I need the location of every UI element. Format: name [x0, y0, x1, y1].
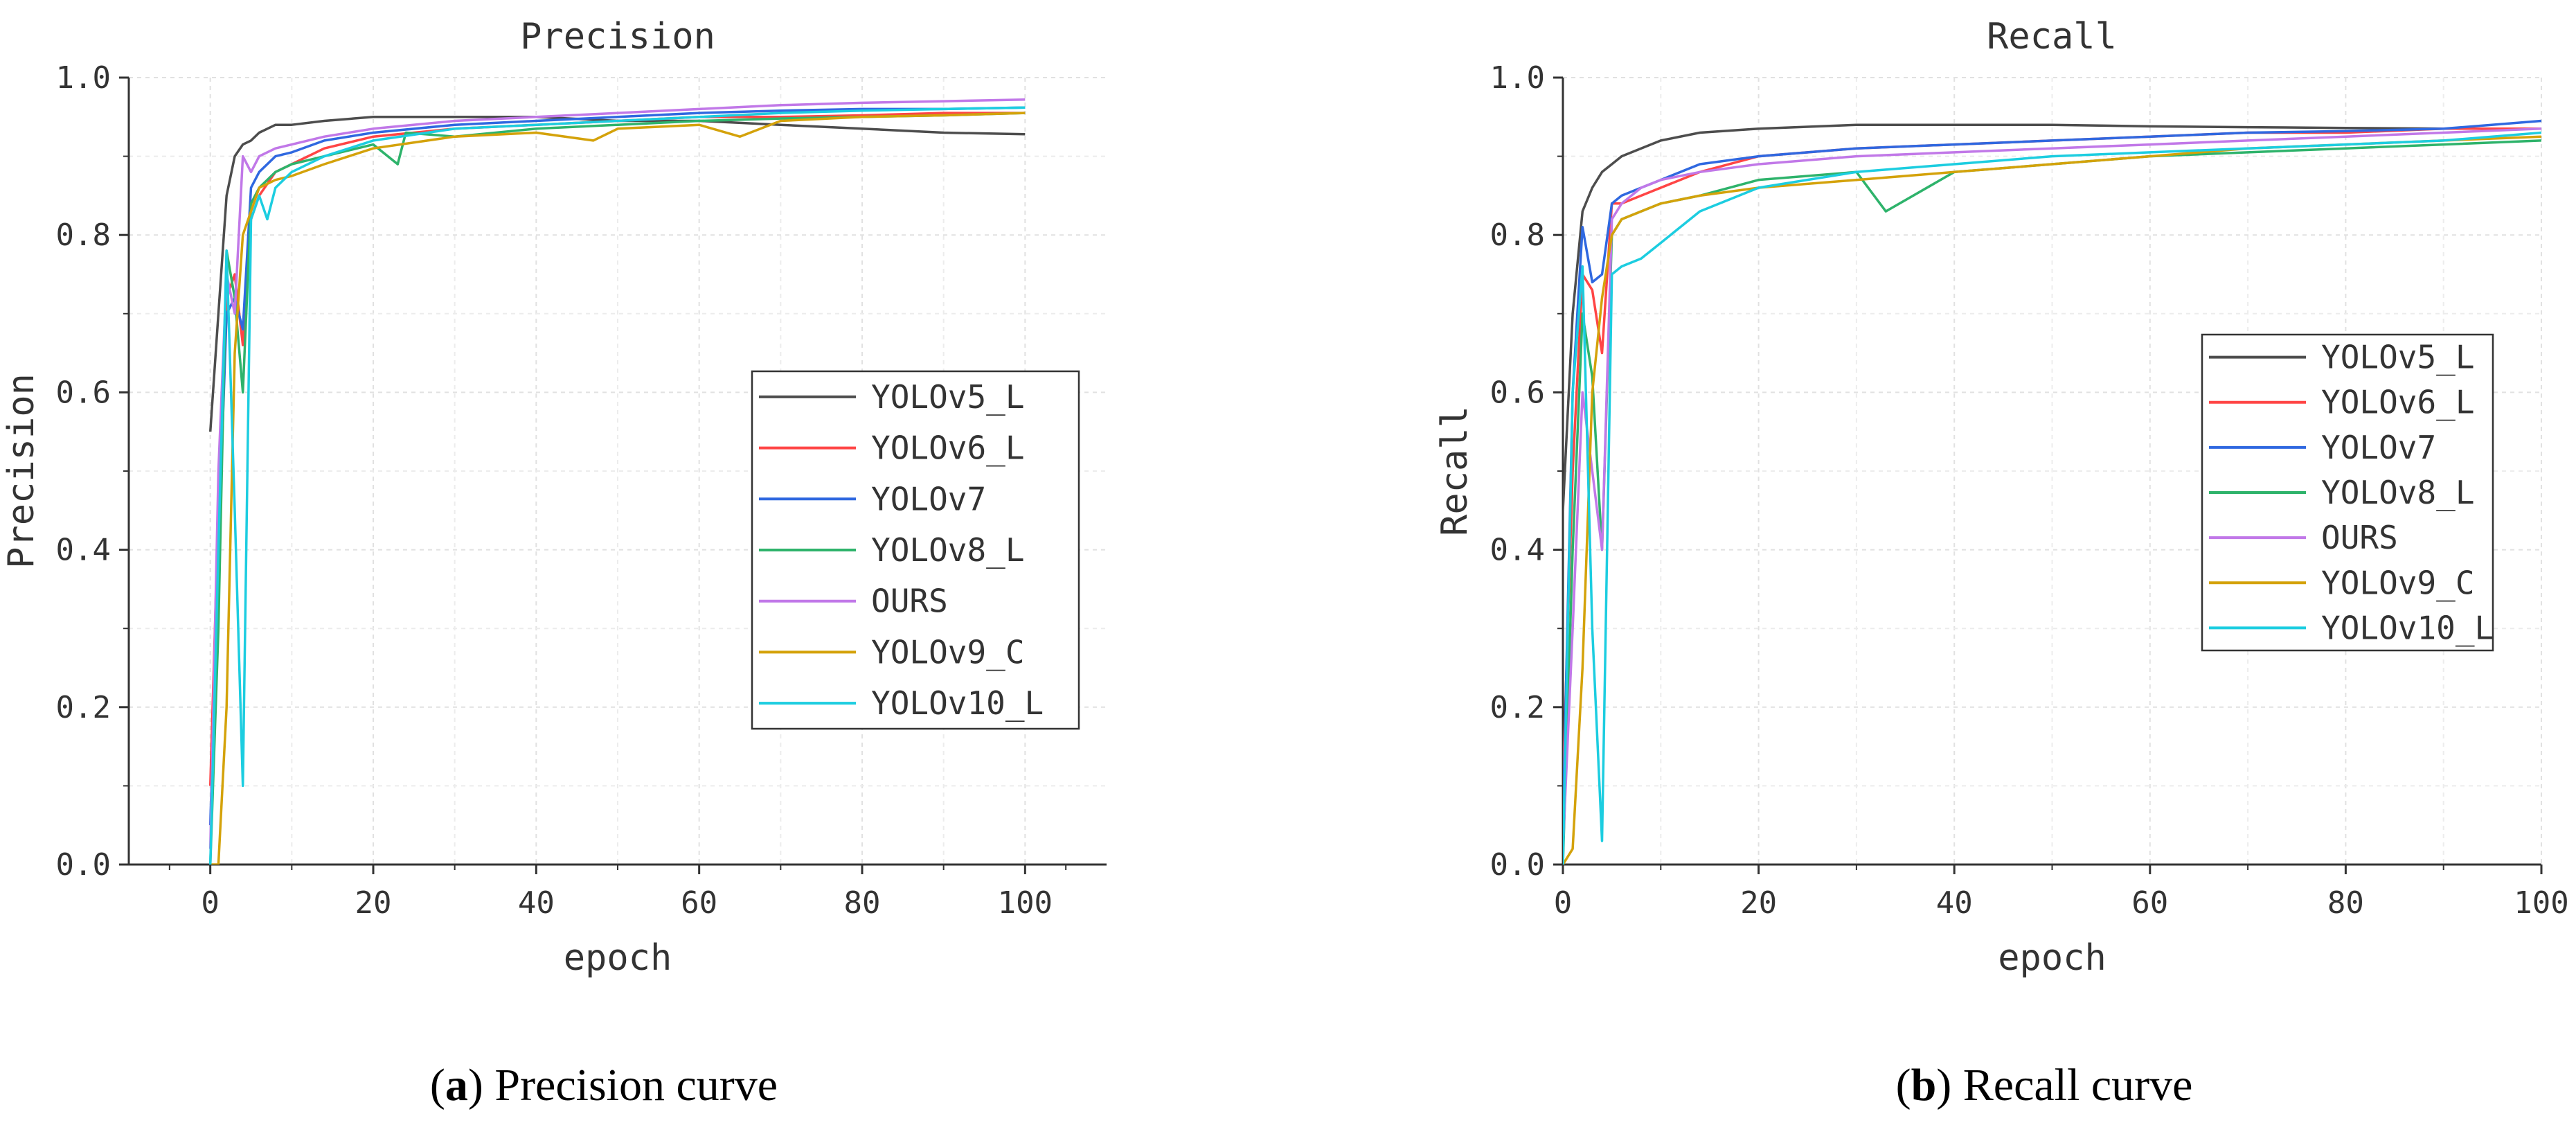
- caption-a-letter: a: [445, 1060, 468, 1110]
- y-axis-label: Recall: [1434, 406, 1476, 536]
- legend-label: YOLOv6_L: [2321, 384, 2475, 421]
- x-tick-label: 80: [844, 885, 881, 921]
- x-tick-label: 20: [1740, 885, 1777, 921]
- legend-label: YOLOv5_L: [2321, 339, 2475, 376]
- series-line-yolov7: [1563, 119, 2541, 826]
- legend-label: YOLOv10_L: [2321, 609, 2494, 646]
- legend-label: YOLOv9_C: [2321, 564, 2475, 601]
- series-line-yolov6_l: [208, 112, 1026, 786]
- x-axis-label: epoch: [1998, 937, 2107, 979]
- y-tick-label: 0.6: [56, 375, 111, 410]
- x-tick-label: 0: [201, 885, 220, 921]
- y-tick-label: 0.0: [1490, 847, 1545, 883]
- legend-label: YOLOv6_L: [871, 429, 1025, 467]
- y-tick-label: 1.0: [1490, 60, 1545, 96]
- caption-a-text: Precision curve: [483, 1060, 778, 1110]
- y-tick-label: 0.4: [1490, 533, 1545, 568]
- legend-label: YOLOv5_L: [871, 378, 1025, 416]
- y-tick-label: 0.8: [1490, 218, 1545, 253]
- x-tick-label: 0: [1554, 885, 1573, 921]
- x-tick-label: 100: [2514, 885, 2568, 921]
- x-tick-label: 100: [998, 885, 1053, 921]
- x-tick-label: 20: [355, 885, 392, 921]
- series-line-yolov9_c: [210, 112, 1026, 865]
- caption-b-text: Recall curve: [1951, 1060, 2192, 1110]
- legend-label: OURS: [871, 583, 948, 620]
- y-tick-label: 0.0: [56, 847, 111, 883]
- legend-label: YOLOv7: [871, 480, 986, 517]
- y-tick-label: 0.2: [56, 690, 111, 725]
- caption-b: (b) Recall curve: [1896, 1060, 2193, 1110]
- y-tick-label: 0.2: [1490, 690, 1545, 725]
- y-tick-label: 1.0: [56, 60, 111, 96]
- series-line-ours: [208, 98, 1026, 849]
- recall-chart: 0 20 40 60 80 100 0.0 0.2 0.4 0.6 0.8 1.0 Recall epoc…: [1434, 16, 2569, 979]
- legend-label: YOLOv8_L: [2321, 474, 2475, 511]
- legend-label: YOLOv7: [2321, 429, 2436, 466]
- x-tick-label: 80: [2327, 885, 2364, 921]
- y-tick-label: 0.4: [56, 533, 111, 568]
- series-line-yolov8_l: [1563, 139, 2541, 865]
- x-tick-label: 40: [518, 885, 555, 921]
- y-tick-label: 0.8: [56, 218, 111, 253]
- x-tick-label: 60: [2131, 885, 2168, 921]
- series-line-ours: [1563, 127, 2541, 849]
- x-axis-label: epoch: [564, 937, 672, 979]
- y-tick-label: 0.6: [1490, 375, 1545, 410]
- y-axis-label: Precision: [1, 373, 42, 569]
- precision-chart: 0 20 40 60 80 100 0.0 0.2 0.4 0.6 0.8 1.0 Precision e…: [1, 16, 1107, 979]
- x-tick-label: 40: [1936, 885, 1973, 921]
- series-line-yolov5_l: [1563, 123, 2541, 511]
- chart-title: Precision: [520, 16, 715, 57]
- legend-label: YOLOv10_L: [871, 684, 1044, 722]
- series-line-yolov5_l: [208, 116, 1026, 432]
- caption-a: (a) Precision curve: [430, 1060, 778, 1110]
- x-tick-label: 60: [681, 885, 717, 921]
- chart-title: Recall: [1987, 16, 2117, 57]
- caption-b-letter: b: [1911, 1060, 1937, 1110]
- legend-label: YOLOv9_C: [871, 633, 1025, 671]
- legend-label: YOLOv8_L: [871, 531, 1025, 569]
- series-line-yolov10_l: [208, 106, 1026, 865]
- legend-label: OURS: [2321, 519, 2398, 556]
- series-line-yolov10_l: [1563, 131, 2541, 865]
